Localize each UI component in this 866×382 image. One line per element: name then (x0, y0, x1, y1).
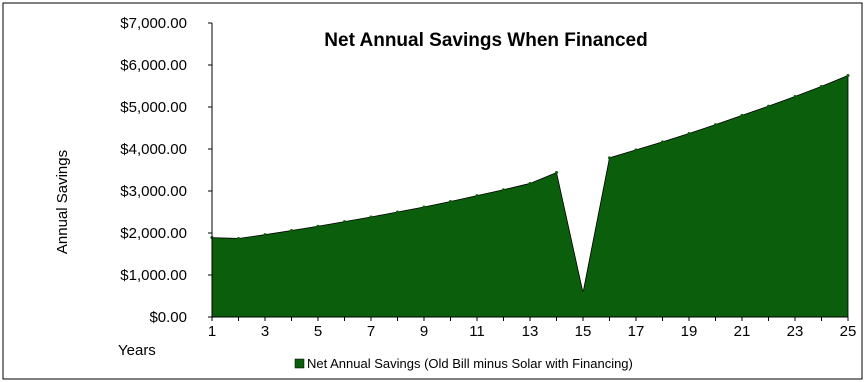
data-point-year-9 (422, 205, 426, 209)
x-tick-label: 11 (469, 323, 485, 340)
data-point-year-16 (608, 156, 611, 160)
data-point-year-24 (820, 84, 823, 88)
x-tick-label: 23 (787, 323, 804, 340)
data-point-year-20 (714, 123, 717, 127)
x-tick-label: 25 (840, 323, 857, 340)
y-tick-label: $3,000.00 (120, 183, 187, 200)
x-axis-label: Years (118, 342, 156, 359)
data-point-year-11 (475, 194, 479, 198)
y-tick-label: $0.00 (149, 309, 187, 326)
y-tick-label: $4,000.00 (120, 141, 187, 158)
data-point-year-19 (687, 131, 691, 135)
data-point-year-7 (369, 215, 373, 219)
data-point-year-13 (528, 181, 532, 185)
x-tick-label: 13 (522, 323, 539, 340)
data-point-year-17 (634, 148, 638, 152)
data-point-year-15 (581, 291, 585, 295)
data-point-year-3 (263, 233, 267, 237)
x-tick-label: 15 (575, 323, 592, 340)
y-tick-label: $2,000.00 (120, 225, 187, 242)
data-point-year-6 (343, 220, 346, 224)
data-point-year-4 (290, 228, 293, 232)
data-point-year-14 (555, 171, 558, 175)
x-tick-label: 7 (367, 323, 375, 340)
y-tick-label: $7,000.00 (120, 15, 187, 32)
series-area (211, 74, 849, 318)
legend-swatch (294, 358, 305, 369)
data-point-year-12 (502, 188, 505, 192)
data-point-year-22 (767, 104, 770, 108)
x-tick-label: 5 (314, 323, 322, 340)
chart-title: Net Annual Savings When Financed (324, 30, 647, 51)
legend-label: Net Annual Savings (Old Bill minus Solar… (307, 356, 633, 371)
data-point-year-10 (449, 200, 452, 203)
x-tick-label: 1 (208, 323, 216, 340)
x-tick-label: 19 (681, 323, 698, 340)
data-point-year-2 (237, 236, 240, 240)
y-tick-label: $5,000.00 (120, 99, 187, 116)
data-point-year-25 (846, 74, 850, 77)
x-tick-label: 9 (420, 323, 428, 340)
y-tick-label: $1,000.00 (120, 267, 187, 284)
legend: Net Annual Savings (Old Bill minus Solar… (294, 356, 633, 371)
data-point-year-5 (316, 224, 320, 228)
data-point-year-23 (793, 95, 797, 98)
data-point-year-21 (740, 113, 744, 117)
y-axis-label: Annual Savings (54, 150, 71, 254)
data-point-year-18 (661, 140, 664, 144)
x-tick-label: 21 (734, 323, 751, 340)
x-tick-label: 17 (628, 323, 645, 340)
x-tick-label: 3 (261, 323, 269, 340)
y-tick-label: $6,000.00 (120, 57, 187, 74)
data-point-year-8 (396, 210, 399, 214)
